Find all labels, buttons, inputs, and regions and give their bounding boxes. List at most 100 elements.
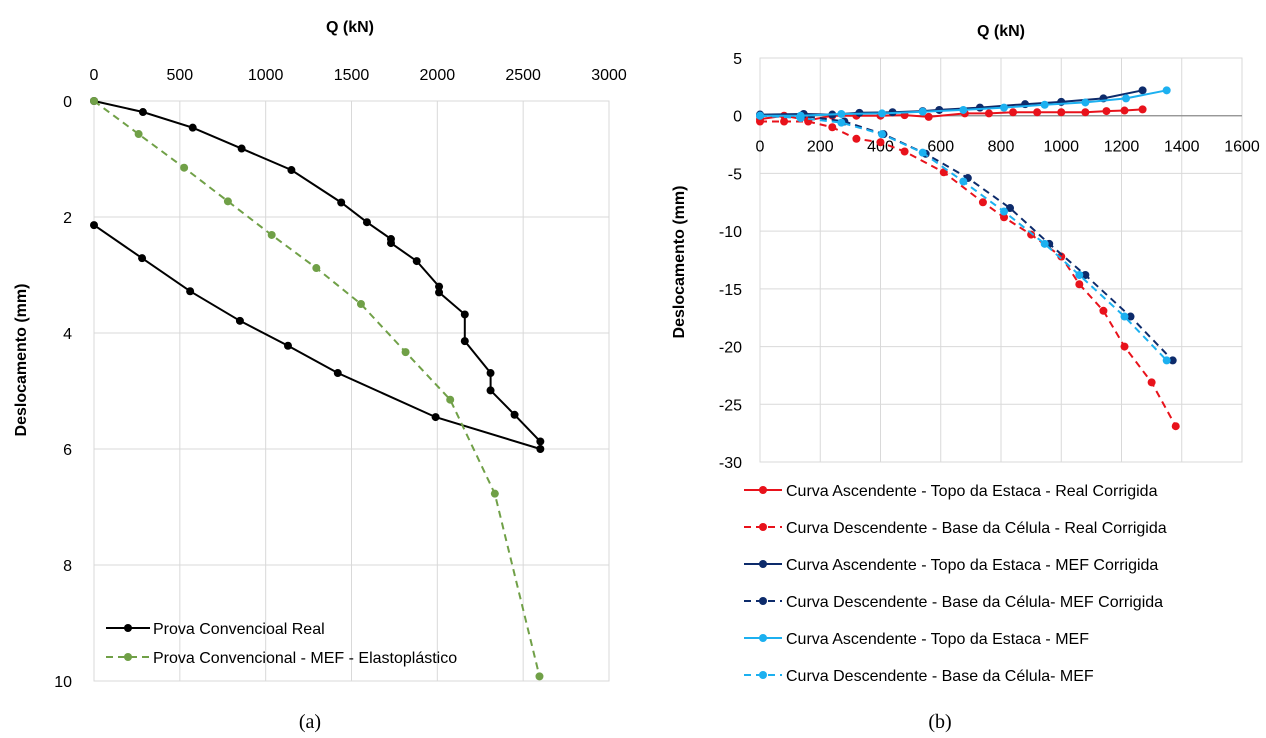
data-point-b-0 (1009, 108, 1018, 117)
x-tick-label: 3000 (591, 67, 627, 84)
data-point-a-0 (188, 123, 197, 132)
series-line-a-0 (93, 100, 542, 451)
legend-label-a-1: Prova Convencional - MEF - Elastoplástic… (153, 650, 457, 667)
data-point-b-5 (1040, 239, 1049, 248)
x-tick-label: 400 (867, 139, 894, 156)
x-tick-label: 0 (90, 67, 99, 84)
y-tick-label: 4 (63, 326, 72, 343)
data-point-a-0 (431, 413, 440, 422)
legend-marker-a-1 (124, 653, 132, 661)
grid-a (93, 100, 610, 682)
data-point-b-3 (1126, 312, 1135, 321)
data-point-b-1 (780, 117, 789, 126)
data-point-a-0 (138, 108, 147, 117)
data-point-b-3 (1006, 204, 1015, 213)
data-point-b-3 (1081, 271, 1090, 280)
data-point-b-1 (1000, 213, 1009, 222)
y-tick-label: 8 (63, 558, 72, 575)
x-tick-label: 2500 (505, 67, 541, 84)
legend-label-b-5: Curva Descendente - Base da Célula- MEF (786, 668, 1094, 685)
legend-label-b-1: Curva Descendente - Base da Célula - Rea… (786, 520, 1167, 537)
data-point-b-1 (1099, 306, 1108, 315)
data-point-a-0 (90, 221, 98, 230)
data-point-b-4 (1122, 94, 1131, 103)
data-point-a-0 (333, 369, 342, 378)
data-point-a-0 (435, 288, 444, 297)
data-point-b-4 (878, 109, 887, 118)
data-point-a-0 (287, 166, 296, 175)
caption-a: (a) (299, 711, 321, 733)
y-tick-label: -15 (719, 282, 742, 299)
caption-b: (b) (928, 711, 951, 733)
data-point-b-5 (1120, 312, 1129, 321)
data-point-b-1 (852, 134, 861, 143)
data-point-a-1 (267, 230, 276, 239)
data-point-b-1 (1120, 342, 1129, 351)
legend-marker-b-4 (759, 634, 767, 642)
data-point-a-0 (486, 386, 495, 395)
tick-labels-a: 0 500 1000 1500 2000 2500 3000 0 2 4 6 8 10 (54, 67, 627, 691)
data-point-a-0 (435, 282, 444, 291)
y-tick-label: -5 (728, 166, 742, 183)
x-tick-label: 1600 (1224, 139, 1260, 156)
data-point-a-1 (312, 264, 321, 273)
data-point-a-0 (460, 337, 469, 346)
data-point-b-0 (984, 109, 993, 118)
data-point-a-0 (536, 437, 545, 446)
data-point-a-1 (490, 489, 499, 498)
data-point-a-1 (180, 163, 189, 172)
y-tick-label: 6 (63, 442, 72, 459)
x-tick-label: 1500 (334, 67, 370, 84)
x-tick-label: 1200 (1104, 139, 1140, 156)
data-point-b-2 (1138, 86, 1147, 95)
chart-a: 0 500 1000 1500 2000 2500 3000 0 2 4 6 8 10 Q (kN) D… (13, 19, 627, 733)
data-point-b-5 (1162, 356, 1171, 365)
legend-marker-b-1 (759, 523, 767, 531)
y-tick-label: 0 (733, 109, 742, 126)
y-axis-title-b: Deslocamento (mm) (671, 186, 688, 339)
data-point-a-0 (337, 198, 346, 207)
data-point-b-1 (1171, 422, 1180, 431)
x-tick-label: 1000 (248, 67, 284, 84)
data-point-a-0 (460, 310, 469, 319)
data-point-a-0 (386, 239, 395, 248)
data-point-a-1 (223, 197, 232, 206)
data-point-b-1 (1147, 378, 1156, 387)
legend-label-b-3: Curva Descendente - Base da Célula- MEF … (786, 594, 1163, 611)
data-point-a-1 (446, 395, 455, 404)
y-tick-label: 10 (54, 674, 72, 691)
data-point-b-3 (1168, 356, 1177, 365)
data-point-b-2 (975, 103, 984, 112)
data-point-b-4 (1040, 100, 1049, 109)
legend-label-b-2: Curva Ascendente - Topo da Estaca - MEF … (786, 557, 1158, 574)
x-tick-label: 1400 (1164, 139, 1200, 156)
legend-label-b-0: Curva Ascendente - Topo da Estaca - Real… (786, 483, 1158, 500)
data-point-b-5 (1075, 271, 1084, 280)
series-b (756, 86, 1180, 431)
x-tick-label: 500 (166, 67, 193, 84)
y-tick-label: -30 (719, 455, 742, 472)
y-tick-label: 5 (733, 51, 742, 68)
data-point-b-5 (837, 118, 846, 127)
legend-a: Prova Convencioal Real Prova Convencional… (106, 621, 457, 667)
data-point-b-5 (959, 177, 968, 186)
data-point-b-5 (918, 148, 927, 157)
legend-marker-a-0 (124, 624, 132, 632)
legend-b: Curva Ascendente - Topo da Estaca - Real… (744, 483, 1167, 685)
data-point-a-1 (535, 672, 544, 681)
x-tick-label: 2000 (420, 67, 456, 84)
legend-marker-b-2 (759, 560, 767, 568)
data-point-b-0 (1033, 108, 1042, 117)
data-point-b-4 (1081, 98, 1090, 107)
data-point-a-1 (356, 300, 365, 308)
data-point-a-0 (536, 445, 545, 453)
data-point-b-1 (876, 138, 885, 147)
legend-marker-b-0 (759, 486, 767, 494)
legend-marker-b-3 (759, 597, 767, 605)
data-point-a-0 (237, 144, 246, 153)
x-tick-label: 1000 (1043, 139, 1079, 156)
chart-b: 0 200 400 600 800 1000 1200 1400 1600 5 0 -5 -10 -15 -… (671, 23, 1260, 733)
x-tick-label: 200 (807, 139, 834, 156)
data-point-a-0 (283, 341, 292, 350)
